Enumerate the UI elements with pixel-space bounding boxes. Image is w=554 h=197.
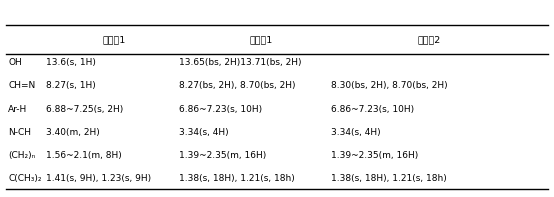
Text: Ar-H: Ar-H: [8, 105, 28, 114]
Text: 3.34(s, 4H): 3.34(s, 4H): [179, 128, 229, 137]
Text: 13.6(s, 1H): 13.6(s, 1H): [47, 58, 96, 67]
Text: 中间体1: 中间体1: [102, 35, 126, 44]
Text: 13.65(bs, 2H)13.71(bs, 2H): 13.65(bs, 2H)13.71(bs, 2H): [179, 58, 302, 67]
Text: (CH₂)ₙ: (CH₂)ₙ: [8, 151, 35, 160]
Text: 6.88~7.25(s, 2H): 6.88~7.25(s, 2H): [47, 105, 124, 114]
Text: 1.38(s, 18H), 1.21(s, 18h): 1.38(s, 18H), 1.21(s, 18h): [331, 174, 447, 183]
Text: 6.86~7.23(s, 10H): 6.86~7.23(s, 10H): [179, 105, 263, 114]
Text: 6.86~7.23(s, 10H): 6.86~7.23(s, 10H): [331, 105, 414, 114]
Text: 8.27(s, 1H): 8.27(s, 1H): [47, 81, 96, 90]
Text: 3.34(s, 4H): 3.34(s, 4H): [331, 128, 381, 137]
Text: 1.39~2.35(m, 16H): 1.39~2.35(m, 16H): [179, 151, 266, 160]
Text: C(CH₃)₂: C(CH₃)₂: [8, 174, 42, 183]
Text: 反应产1: 反应产1: [249, 35, 273, 44]
Text: 8.30(bs, 2H), 8.70(bs, 2H): 8.30(bs, 2H), 8.70(bs, 2H): [331, 81, 448, 90]
Text: 1.38(s, 18H), 1.21(s, 18h): 1.38(s, 18H), 1.21(s, 18h): [179, 174, 295, 183]
Text: OH: OH: [8, 58, 22, 67]
Text: 1.41(s, 9H), 1.23(s, 9H): 1.41(s, 9H), 1.23(s, 9H): [47, 174, 151, 183]
Text: CH=N: CH=N: [8, 81, 35, 90]
Text: N-CH: N-CH: [8, 128, 31, 137]
Text: 8.27(bs, 2H), 8.70(bs, 2H): 8.27(bs, 2H), 8.70(bs, 2H): [179, 81, 296, 90]
Text: 反应产2: 反应产2: [417, 35, 440, 44]
Text: 3.40(m, 2H): 3.40(m, 2H): [47, 128, 100, 137]
Text: 1.56~2.1(m, 8H): 1.56~2.1(m, 8H): [47, 151, 122, 160]
Text: 1.39~2.35(m, 16H): 1.39~2.35(m, 16H): [331, 151, 418, 160]
